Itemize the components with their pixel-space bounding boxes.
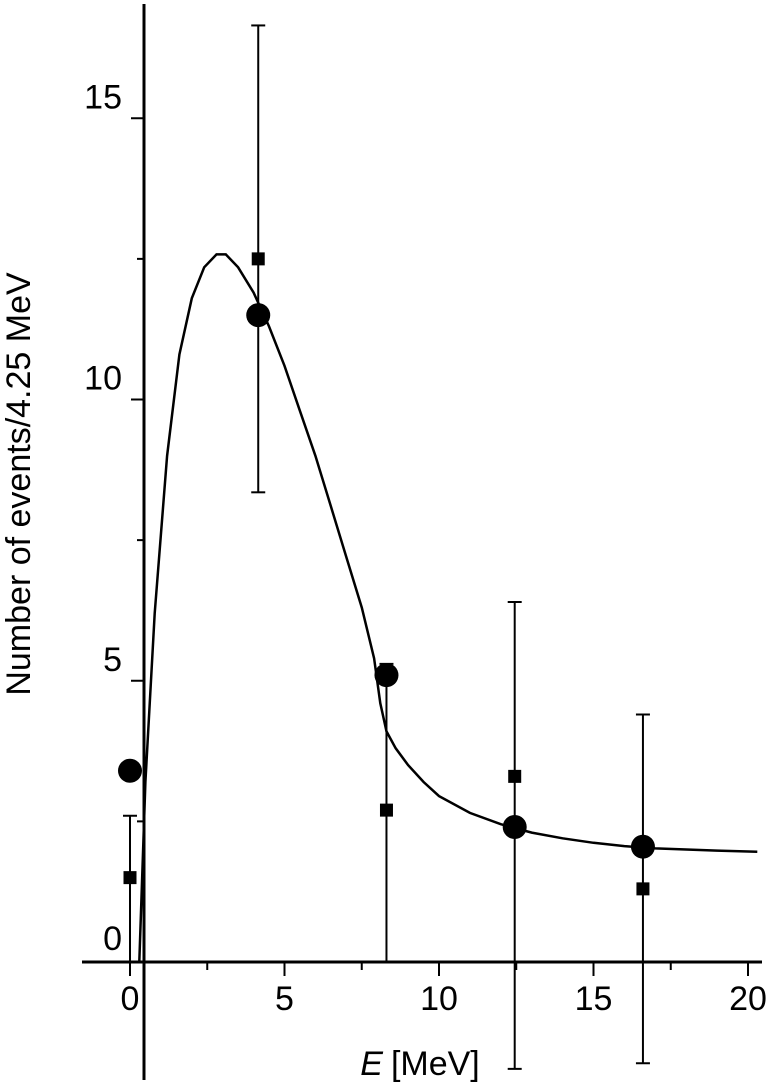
x-axis-symbol: E [360,1045,383,1083]
ticks [129,117,749,976]
circle-marker [630,834,655,859]
square-marker [508,769,522,783]
x-tick-label: 20 [729,980,767,1018]
square-marker [379,803,393,817]
circle-marker [118,758,142,783]
axes [82,4,762,1080]
data-markers [118,252,655,896]
x-tick-label: 15 [575,980,613,1018]
y-tick-label: 10 [84,360,122,398]
square-marker [123,871,137,885]
fit-curve [138,253,758,963]
y-axis-title: Number of events/4.25 MeV [0,272,38,696]
tick-labels: 0 5 10 15 20 0 5 10 15 [84,78,767,1018]
x-axis-title: E [MeV] [360,1045,480,1083]
circle-marker [502,815,527,839]
x-tick-label: 0 [121,980,140,1018]
circle-marker [246,303,271,328]
y-tick-label: 0 [103,920,122,958]
square-marker [636,882,650,896]
error-bars [123,24,650,1070]
fit-curve-layer [138,253,758,963]
y-tick-label: 15 [84,78,122,116]
x-tick-label: 10 [420,980,458,1018]
circle-marker [374,663,399,688]
x-axis-unit: [MeV] [391,1045,480,1083]
square-marker [251,252,265,266]
x-tick-label: 5 [275,980,294,1018]
y-tick-label: 5 [103,641,122,679]
